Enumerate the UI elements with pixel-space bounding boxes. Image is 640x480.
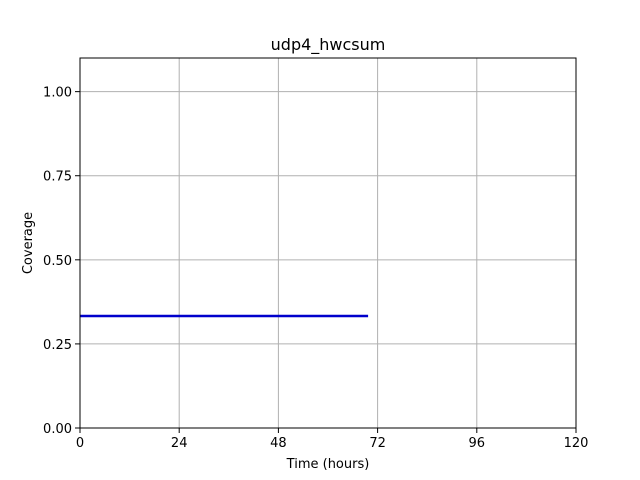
y-tick-label: 1.00: [43, 86, 72, 101]
y-tick-label: 0.25: [43, 338, 72, 353]
x-tick-label: 120: [564, 436, 589, 451]
x-axis-ticks: 0 24 48 72 96 120: [76, 428, 589, 451]
y-tick-label: 0.00: [43, 422, 72, 437]
y-tick-label: 0.75: [43, 170, 72, 185]
x-tick-label: 24: [171, 436, 188, 451]
x-tick-label: 96: [469, 436, 486, 451]
x-tick-label: 48: [270, 436, 287, 451]
y-tick-label: 0.50: [43, 254, 72, 269]
x-tick-label: 0: [76, 436, 84, 451]
y-axis-ticks: 0.00 0.25 0.50 0.75 1.00: [43, 86, 80, 437]
chart-title: udp4_hwcsum: [271, 35, 386, 55]
y-axis-label: Coverage: [21, 212, 36, 274]
plot-frame: [79, 57, 577, 429]
x-tick-label: 72: [369, 436, 386, 451]
x-axis-label: Time (hours): [286, 457, 370, 472]
